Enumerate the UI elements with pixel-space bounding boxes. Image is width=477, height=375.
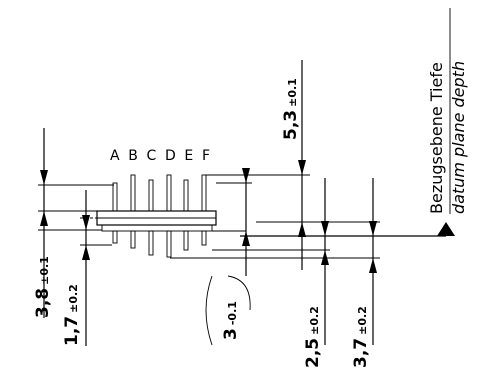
dim-3-8: 3,8±0.1 <box>33 256 53 318</box>
pins <box>112 174 207 258</box>
left-dimension-lines <box>38 128 114 346</box>
pin-labels: A B C D E F <box>110 148 210 164</box>
reference-label-de: Bezugsebene Tiefe <box>427 62 446 214</box>
right-dimension-lines <box>170 60 455 345</box>
dim-2-5: 2,5±0.2 <box>303 306 323 368</box>
dim-5-3: 5,3±0.1 <box>281 78 301 140</box>
dim-3-7: 3,7±0.2 <box>351 306 371 368</box>
reference-label-en: datum plane depth <box>449 61 468 214</box>
dim-3: 3-0.1 <box>221 301 241 340</box>
connector-body <box>96 210 217 232</box>
dim-1-7: 1,7±0.2 <box>62 284 82 346</box>
